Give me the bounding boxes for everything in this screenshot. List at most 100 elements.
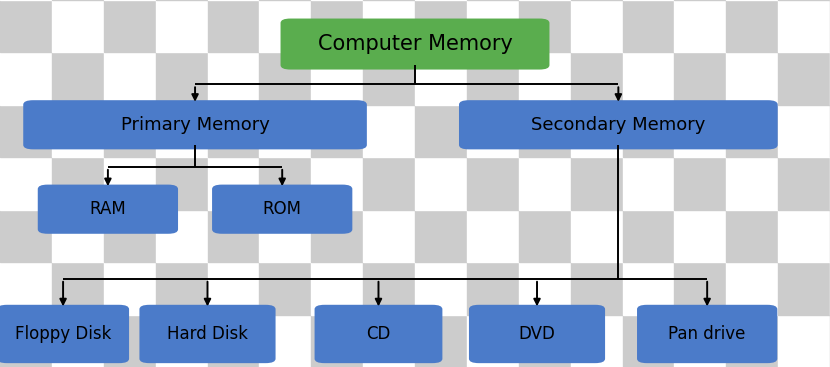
Bar (779, 210, 830, 262)
Bar (260, 0, 311, 52)
Bar (779, 0, 830, 52)
Bar (519, 157, 571, 210)
Bar (726, 0, 779, 52)
Bar (0, 105, 51, 157)
Text: DVD: DVD (519, 325, 555, 343)
Bar (622, 0, 675, 52)
Bar (622, 315, 675, 367)
Bar (571, 210, 622, 262)
Bar (260, 262, 311, 315)
Bar (104, 210, 156, 262)
Bar (156, 105, 208, 157)
Bar (415, 315, 466, 367)
Bar (156, 52, 208, 105)
Bar (519, 0, 571, 52)
Bar (726, 52, 779, 105)
Bar (571, 52, 622, 105)
Bar (311, 0, 364, 52)
Bar (415, 52, 466, 105)
Bar (0, 315, 51, 367)
Bar (779, 262, 830, 315)
Bar (104, 0, 156, 52)
Bar (726, 105, 779, 157)
Bar (311, 52, 364, 105)
Bar (675, 105, 726, 157)
Bar (0, 262, 51, 315)
Bar (104, 157, 156, 210)
FancyBboxPatch shape (637, 305, 777, 363)
Bar (415, 262, 466, 315)
Bar (208, 157, 260, 210)
Bar (0, 0, 51, 52)
Bar (104, 262, 156, 315)
Bar (675, 315, 726, 367)
Bar (415, 210, 466, 262)
Bar (51, 315, 104, 367)
Bar (779, 315, 830, 367)
Bar (51, 105, 104, 157)
Bar (104, 52, 156, 105)
Bar (260, 105, 311, 157)
Bar (675, 210, 726, 262)
Bar (415, 0, 466, 52)
Bar (726, 210, 779, 262)
Bar (726, 157, 779, 210)
Bar (364, 105, 415, 157)
Bar (726, 262, 779, 315)
FancyBboxPatch shape (459, 100, 778, 149)
Bar (675, 262, 726, 315)
Bar (156, 262, 208, 315)
Bar (51, 262, 104, 315)
Text: Floppy Disk: Floppy Disk (15, 325, 111, 343)
Text: Pan drive: Pan drive (668, 325, 746, 343)
Bar (0, 210, 51, 262)
FancyBboxPatch shape (281, 18, 549, 70)
Bar (726, 315, 779, 367)
Bar (622, 52, 675, 105)
Bar (156, 210, 208, 262)
Text: ROM: ROM (263, 200, 301, 218)
Bar (675, 157, 726, 210)
Bar (364, 210, 415, 262)
Bar (51, 210, 104, 262)
Bar (571, 157, 622, 210)
FancyBboxPatch shape (139, 305, 276, 363)
Bar (364, 262, 415, 315)
Bar (208, 262, 260, 315)
Bar (51, 0, 104, 52)
Bar (311, 262, 364, 315)
Bar (622, 210, 675, 262)
Bar (519, 262, 571, 315)
Bar (415, 157, 466, 210)
Bar (208, 105, 260, 157)
FancyBboxPatch shape (212, 185, 352, 234)
Text: Primary Memory: Primary Memory (120, 116, 270, 134)
Bar (0, 157, 51, 210)
Bar (208, 210, 260, 262)
Bar (466, 210, 519, 262)
Text: CD: CD (366, 325, 391, 343)
Bar (466, 262, 519, 315)
Bar (51, 52, 104, 105)
Bar (260, 52, 311, 105)
Bar (519, 52, 571, 105)
Bar (466, 0, 519, 52)
Bar (779, 52, 830, 105)
Bar (779, 157, 830, 210)
Bar (0, 52, 51, 105)
Bar (519, 210, 571, 262)
Bar (311, 210, 364, 262)
Bar (260, 157, 311, 210)
Bar (466, 105, 519, 157)
Bar (466, 315, 519, 367)
Bar (519, 105, 571, 157)
Bar (364, 157, 415, 210)
FancyBboxPatch shape (315, 305, 442, 363)
Bar (364, 52, 415, 105)
Bar (260, 210, 311, 262)
Bar (208, 52, 260, 105)
Bar (104, 315, 156, 367)
Bar (622, 262, 675, 315)
Bar (622, 105, 675, 157)
Bar (675, 52, 726, 105)
